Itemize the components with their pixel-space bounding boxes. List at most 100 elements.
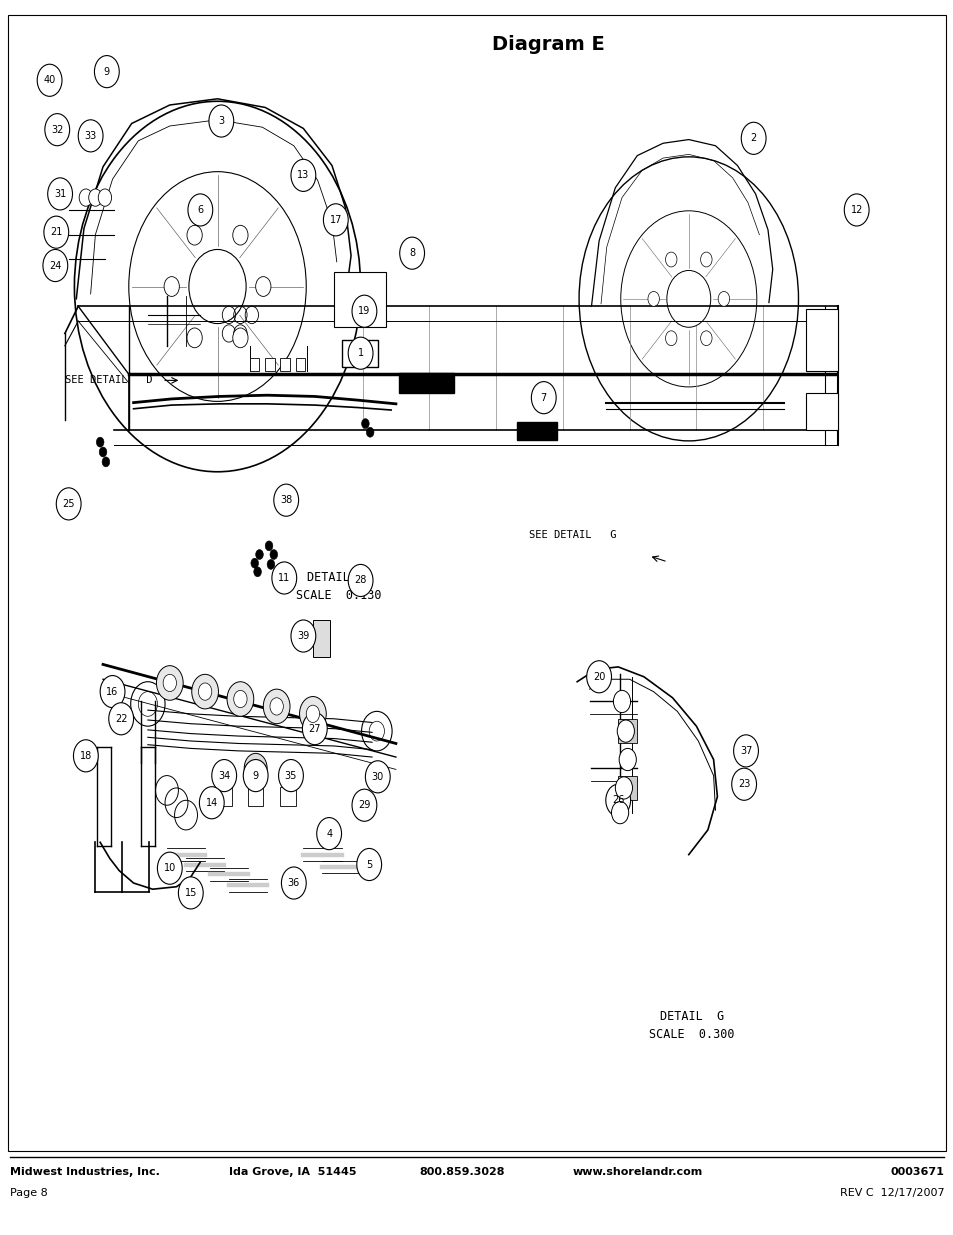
Text: 20: 20	[593, 672, 604, 682]
Text: 3: 3	[218, 116, 224, 126]
Circle shape	[98, 189, 112, 206]
Circle shape	[306, 705, 319, 722]
Circle shape	[263, 689, 290, 724]
Circle shape	[233, 225, 248, 245]
Text: Ida Grove, IA  51445: Ida Grove, IA 51445	[229, 1167, 356, 1177]
Circle shape	[700, 252, 711, 267]
Text: 26: 26	[612, 795, 623, 805]
Circle shape	[352, 295, 376, 327]
Circle shape	[244, 753, 267, 783]
Circle shape	[164, 277, 179, 296]
Circle shape	[366, 427, 374, 437]
Circle shape	[365, 761, 390, 793]
Circle shape	[665, 331, 677, 346]
FancyBboxPatch shape	[280, 358, 290, 370]
FancyBboxPatch shape	[250, 358, 259, 370]
Text: 8: 8	[409, 248, 415, 258]
Circle shape	[843, 194, 868, 226]
Text: DETAIL  G
SCALE  0.300: DETAIL G SCALE 0.300	[648, 1010, 734, 1041]
Circle shape	[274, 484, 298, 516]
Circle shape	[617, 720, 634, 742]
Circle shape	[209, 105, 233, 137]
FancyBboxPatch shape	[517, 422, 557, 440]
FancyBboxPatch shape	[265, 358, 274, 370]
FancyBboxPatch shape	[341, 340, 377, 367]
Text: 19: 19	[358, 306, 370, 316]
Circle shape	[270, 698, 283, 715]
Circle shape	[718, 291, 729, 306]
Text: Page 8: Page 8	[10, 1188, 48, 1198]
Text: 34: 34	[218, 771, 230, 781]
Circle shape	[299, 697, 326, 731]
Text: 800.859.3028: 800.859.3028	[419, 1167, 505, 1177]
Circle shape	[45, 114, 70, 146]
Text: 28: 28	[355, 576, 366, 585]
Text: 39: 39	[297, 631, 309, 641]
Text: 30: 30	[372, 772, 383, 782]
Circle shape	[227, 682, 253, 716]
Text: 25: 25	[62, 499, 75, 509]
Text: 23: 23	[738, 779, 749, 789]
Text: 10: 10	[164, 863, 175, 873]
Circle shape	[291, 159, 315, 191]
Text: 6: 6	[197, 205, 203, 215]
Circle shape	[100, 676, 125, 708]
Circle shape	[253, 567, 261, 577]
Text: 38: 38	[280, 495, 292, 505]
Circle shape	[163, 674, 176, 692]
Text: 24: 24	[50, 261, 61, 270]
Text: 7: 7	[540, 393, 546, 403]
Circle shape	[89, 189, 102, 206]
Text: Midwest Industries, Inc.: Midwest Industries, Inc.	[10, 1167, 159, 1177]
Circle shape	[189, 249, 246, 324]
Circle shape	[618, 748, 636, 771]
Circle shape	[96, 437, 104, 447]
Circle shape	[79, 189, 92, 206]
Text: 16: 16	[107, 687, 118, 697]
FancyBboxPatch shape	[295, 358, 305, 370]
Text: 32: 32	[51, 125, 63, 135]
Circle shape	[733, 735, 758, 767]
Text: 18: 18	[80, 751, 91, 761]
Circle shape	[43, 249, 68, 282]
Circle shape	[615, 777, 632, 799]
Text: 35: 35	[285, 771, 296, 781]
Text: 15: 15	[185, 888, 196, 898]
Text: 31: 31	[54, 189, 66, 199]
Circle shape	[48, 178, 72, 210]
FancyBboxPatch shape	[618, 719, 637, 743]
FancyBboxPatch shape	[805, 393, 837, 430]
Circle shape	[316, 818, 341, 850]
Text: 33: 33	[85, 131, 96, 141]
Circle shape	[109, 703, 133, 735]
Circle shape	[665, 252, 677, 267]
FancyBboxPatch shape	[805, 309, 837, 370]
Circle shape	[666, 270, 710, 327]
Circle shape	[255, 550, 263, 559]
Circle shape	[605, 784, 630, 816]
Circle shape	[586, 661, 611, 693]
Circle shape	[278, 760, 303, 792]
Circle shape	[399, 237, 424, 269]
Circle shape	[198, 683, 212, 700]
Circle shape	[157, 852, 182, 884]
Text: 17: 17	[330, 215, 341, 225]
Circle shape	[199, 787, 224, 819]
Text: 13: 13	[297, 170, 309, 180]
FancyBboxPatch shape	[280, 787, 295, 806]
Circle shape	[156, 666, 183, 700]
Circle shape	[212, 760, 236, 792]
Circle shape	[78, 120, 103, 152]
Text: 2: 2	[750, 133, 756, 143]
Circle shape	[348, 337, 373, 369]
Circle shape	[187, 329, 202, 348]
Circle shape	[56, 488, 81, 520]
FancyBboxPatch shape	[334, 272, 386, 327]
FancyBboxPatch shape	[248, 787, 263, 806]
Circle shape	[102, 457, 110, 467]
Circle shape	[265, 541, 273, 551]
Circle shape	[356, 848, 381, 881]
Text: 21: 21	[51, 227, 62, 237]
Circle shape	[99, 447, 107, 457]
Circle shape	[647, 291, 659, 306]
